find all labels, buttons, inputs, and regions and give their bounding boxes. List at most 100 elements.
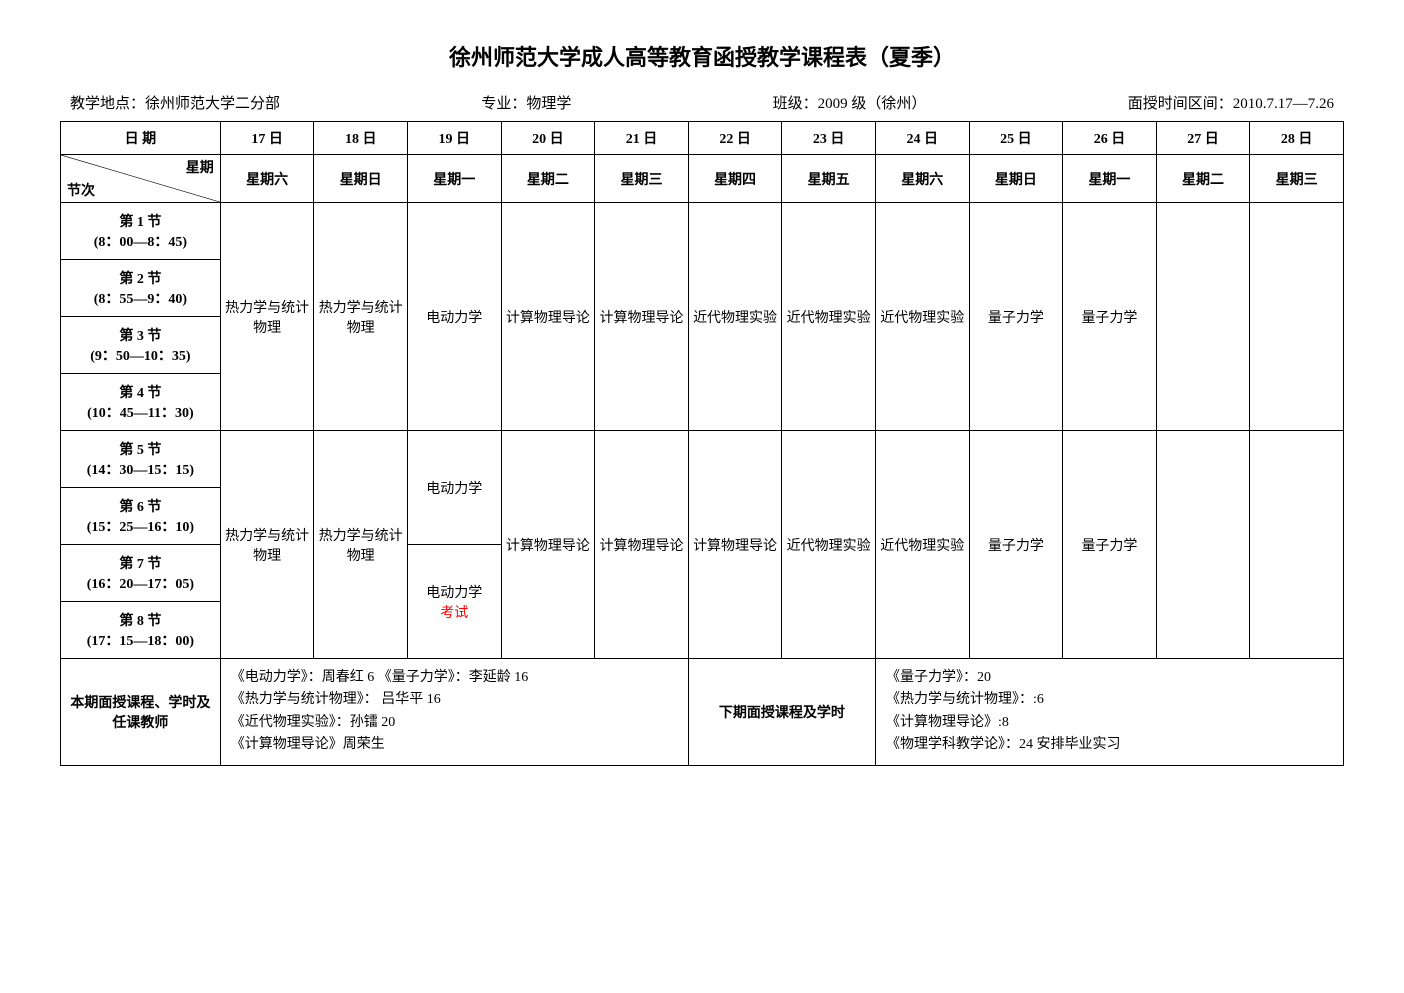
class-label: 班级：: [773, 96, 818, 112]
date-col: 26 日: [1063, 122, 1157, 155]
weekday-col: 星期一: [1063, 155, 1157, 203]
footer-line: 《电动力学》：周春红 6 《量子力学》：李延龄 16: [231, 667, 678, 689]
footer-line: 《计算物理导论》周荣生: [231, 734, 678, 756]
period-name: 第 8 节: [65, 610, 216, 630]
weekday-col: 星期二: [501, 155, 595, 203]
diagonal-header: 星期 节次: [61, 155, 221, 203]
course-cell: 计算物理导论: [501, 431, 595, 659]
date-col: 18 日: [314, 122, 408, 155]
footer-line: 《计算物理导论》:8: [886, 712, 1333, 734]
period-3: 第 3 节 (9：50—10：35): [61, 317, 221, 374]
table-row: 第 5 节 (14：30—15：15) 热力学与统计物理 热力学与统计物理 电动…: [61, 431, 1344, 488]
date-col: 20 日: [501, 122, 595, 155]
period-6: 第 6 节 (15：25—16：10): [61, 488, 221, 545]
location-label: 教学地点：: [70, 96, 145, 112]
weekday-col: 星期五: [782, 155, 876, 203]
period-time: (9：50—10：35): [65, 345, 216, 365]
period-name: 第 3 节: [65, 325, 216, 345]
class-value: 2009 级（徐州）: [818, 96, 927, 112]
period-4: 第 4 节 (10：45—11：30): [61, 374, 221, 431]
course-cell: 近代物理实验: [688, 203, 782, 431]
course-cell: 量子力学: [1063, 203, 1157, 431]
course-cell: 计算物理导论: [595, 203, 689, 431]
weekday-col: 星期二: [1156, 155, 1250, 203]
course-cell: 计算物理导论: [595, 431, 689, 659]
footer-line: 《热力学与统计物理》：:6: [886, 689, 1333, 711]
date-col: 22 日: [688, 122, 782, 155]
period-name: 第 2 节: [65, 268, 216, 288]
footer-line: 《热力学与统计物理》： 吕华平 16: [231, 689, 678, 711]
course-cell: 近代物理实验: [875, 431, 969, 659]
footer-row: 本期面授课程、学时及任课教师 《电动力学》：周春红 6 《量子力学》：李延龄 1…: [61, 659, 1344, 766]
course-cell: 热力学与统计物理: [314, 431, 408, 659]
period-name: 第 1 节: [65, 211, 216, 231]
info-location: 教学地点：徐州师范大学二分部: [70, 92, 280, 113]
period-name: 第 7 节: [65, 553, 216, 573]
course-cell-empty: [1156, 431, 1250, 659]
date-col: 27 日: [1156, 122, 1250, 155]
info-class: 班级：2009 级（徐州）: [773, 92, 927, 113]
course-cell: 计算物理导论: [501, 203, 595, 431]
course-cell: 量子力学: [969, 203, 1063, 431]
period-time: (10：45—11：30): [65, 402, 216, 422]
period-2: 第 2 节 (8：55—9：40): [61, 260, 221, 317]
course-cell: 热力学与统计物理: [314, 203, 408, 431]
course-cell: 计算物理导论: [688, 431, 782, 659]
period-name: 第 5 节: [65, 439, 216, 459]
date-row: 日 期 17 日 18 日 19 日 20 日 21 日 22 日 23 日 2…: [61, 122, 1344, 155]
location-value: 徐州师范大学二分部: [145, 96, 280, 112]
date-col: 17 日: [220, 122, 314, 155]
info-row: 教学地点：徐州师范大学二分部 专业：物理学 班级：2009 级（徐州） 面授时间…: [60, 92, 1344, 113]
course-cell: 近代物理实验: [782, 203, 876, 431]
table-row: 第 1 节 (8：00—8：45) 热力学与统计物理 热力学与统计物理 电动力学…: [61, 203, 1344, 260]
date-header: 日 期: [61, 122, 221, 155]
diagonal-top: 星期: [186, 157, 214, 177]
page-title: 徐州师范大学成人高等教育函授教学课程表（夏季）: [60, 40, 1344, 72]
footer-left-content: 《电动力学》：周春红 6 《量子力学》：李延龄 16 《热力学与统计物理》： 吕…: [220, 659, 688, 766]
weekday-col: 星期日: [969, 155, 1063, 203]
weekday-col: 星期六: [875, 155, 969, 203]
period-value: 2010.7.17—7.26: [1233, 96, 1334, 112]
footer-mid-label: 下期面授课程及学时: [688, 659, 875, 766]
course-name: 电动力学: [426, 586, 482, 601]
period-time: (8：00—8：45): [65, 231, 216, 251]
weekday-col: 星期日: [314, 155, 408, 203]
course-cell-exam: 电动力学 考试: [407, 545, 501, 659]
course-cell: 热力学与统计物理: [220, 431, 314, 659]
date-col: 28 日: [1250, 122, 1344, 155]
weekday-row: 星期 节次 星期六 星期日 星期一 星期二 星期三 星期四 星期五 星期六 星期…: [61, 155, 1344, 203]
course-cell-empty: [1250, 203, 1344, 431]
course-cell: 近代物理实验: [782, 431, 876, 659]
period-time: (17：15—18：00): [65, 630, 216, 650]
period-5: 第 5 节 (14：30—15：15): [61, 431, 221, 488]
weekday-col: 星期三: [595, 155, 689, 203]
footer-right-content: 《量子力学》：20 《热力学与统计物理》：:6 《计算物理导论》:8 《物理学科…: [875, 659, 1343, 766]
diagonal-bottom: 节次: [67, 180, 95, 200]
period-name: 第 4 节: [65, 382, 216, 402]
period-1: 第 1 节 (8：00—8：45): [61, 203, 221, 260]
weekday-col: 星期四: [688, 155, 782, 203]
period-time: (14：30—15：15): [65, 459, 216, 479]
date-col: 24 日: [875, 122, 969, 155]
date-col: 21 日: [595, 122, 689, 155]
info-major: 专业：物理学: [481, 92, 571, 113]
info-period: 面授时间区间：2010.7.17—7.26: [1128, 92, 1334, 113]
date-col: 23 日: [782, 122, 876, 155]
major-label: 专业：: [481, 96, 526, 112]
period-label: 面授时间区间：: [1128, 96, 1233, 112]
course-cell: 热力学与统计物理: [220, 203, 314, 431]
course-cell: 近代物理实验: [875, 203, 969, 431]
date-col: 25 日: [969, 122, 1063, 155]
weekday-col: 星期三: [1250, 155, 1344, 203]
period-time: (16：20—17：05): [65, 573, 216, 593]
exam-label: 考试: [440, 606, 468, 621]
period-8: 第 8 节 (17：15—18：00): [61, 602, 221, 659]
period-name: 第 6 节: [65, 496, 216, 516]
course-cell-empty: [1156, 203, 1250, 431]
footer-left-label: 本期面授课程、学时及任课教师: [61, 659, 221, 766]
schedule-table: 日 期 17 日 18 日 19 日 20 日 21 日 22 日 23 日 2…: [60, 121, 1344, 766]
period-time: (15：25—16：10): [65, 516, 216, 536]
period-7: 第 7 节 (16：20—17：05): [61, 545, 221, 602]
weekday-col: 星期六: [220, 155, 314, 203]
footer-line: 《量子力学》：20: [886, 667, 1333, 689]
